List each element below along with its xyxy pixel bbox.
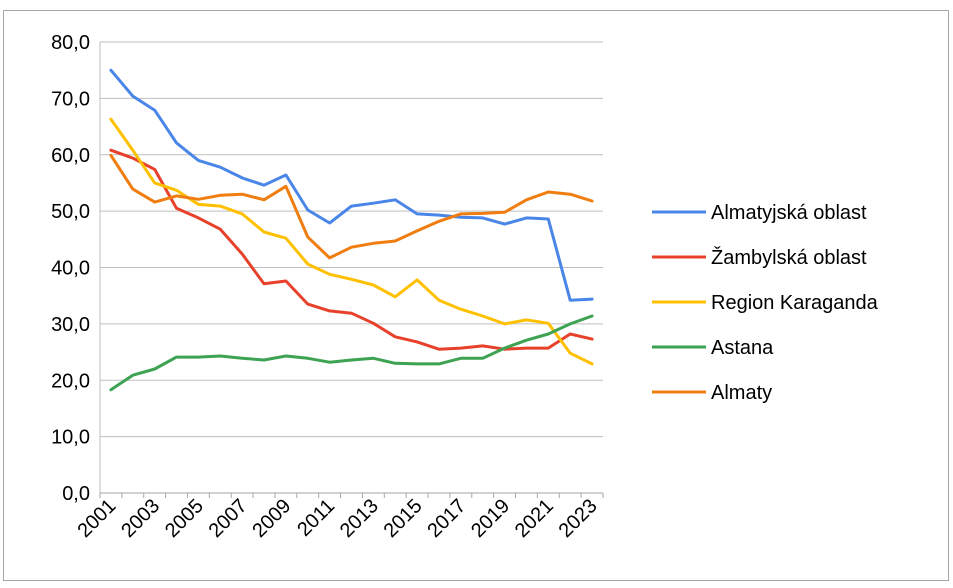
y-tick-label: 0,0 — [62, 483, 90, 505]
x-tick-label: 2015 — [380, 495, 427, 542]
legend-label: Almaty — [711, 382, 772, 404]
x-tick-label: 2007 — [205, 495, 252, 542]
chart-frame — [3, 10, 949, 581]
y-tick-label: 70,0 — [51, 88, 90, 110]
y-tick-label: 30,0 — [51, 314, 90, 336]
y-tick-label: 20,0 — [51, 370, 90, 392]
x-tick-label: 2013 — [336, 495, 383, 542]
y-tick-label: 60,0 — [51, 145, 90, 167]
series-line — [109, 117, 594, 366]
legend-label: Astana — [711, 337, 774, 359]
x-tick-label: 2009 — [248, 495, 295, 542]
legend-label: Almatyjská oblast — [711, 202, 867, 224]
x-tick-label: 2003 — [117, 495, 164, 542]
legend-label: Region Karaganda — [711, 292, 879, 314]
x-tick-label: 2019 — [467, 495, 514, 542]
y-tick-label: 40,0 — [51, 258, 90, 280]
series-line — [109, 153, 594, 260]
x-tick-label: 2023 — [555, 495, 602, 542]
series-line — [109, 68, 594, 302]
x-tick-label: 2021 — [511, 495, 558, 542]
y-tick-label: 10,0 — [51, 427, 90, 449]
series-line — [109, 314, 594, 392]
legend-label: Žambylská oblast — [711, 246, 867, 269]
x-tick-label: 2011 — [293, 495, 339, 541]
x-tick-label: 2005 — [161, 495, 208, 542]
series-line — [109, 148, 594, 351]
x-tick-label: 2017 — [423, 495, 470, 542]
y-tick-label: 50,0 — [51, 201, 90, 223]
y-tick-label: 80,0 — [51, 32, 90, 54]
